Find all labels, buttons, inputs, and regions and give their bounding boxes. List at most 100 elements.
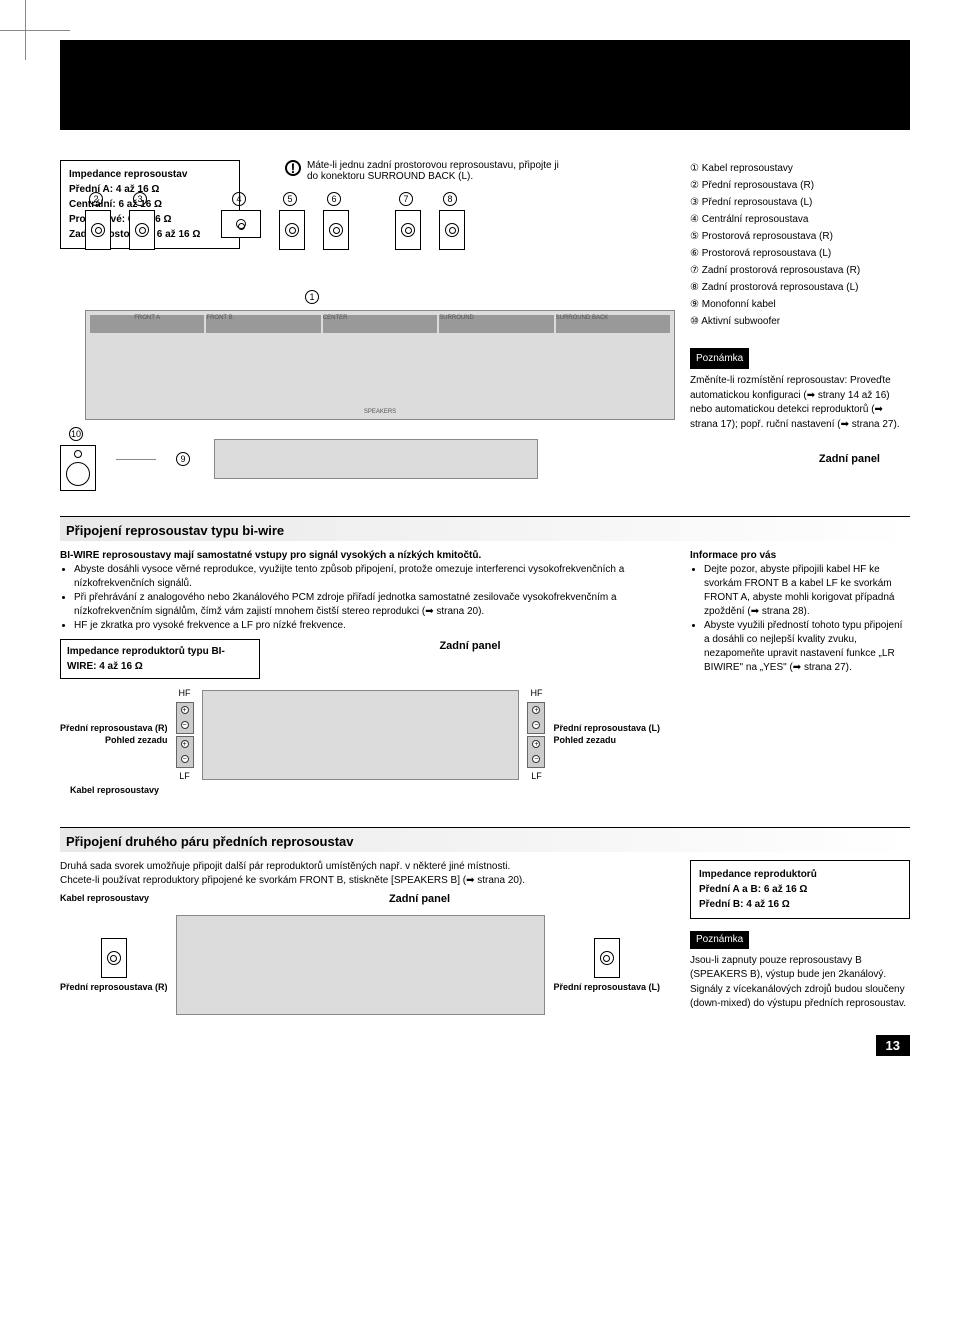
speaker-icon (85, 210, 111, 250)
info-title: Informace pro vás (690, 549, 910, 563)
circle-number: 6 (327, 192, 341, 206)
warning-row: ! Máte-li jednu zadní prostorovou repros… (265, 160, 675, 182)
biwire-impedance-box: Impedance reproduktorů typu BI-WIRE: 4 a… (60, 639, 260, 679)
biwire-section: Připojení reprosoustav typu bi-wire BI-W… (60, 516, 910, 797)
terminal-label: SURROUND (439, 315, 553, 333)
center-column: ! Máte-li jednu zadní prostorovou repros… (265, 160, 675, 432)
biwire-diagram: Přední reprosoustava (R) Pohled zezadu H… (60, 687, 660, 782)
speaker-icon (101, 938, 127, 978)
lf-label: LF (179, 770, 190, 783)
subwoofer-icon (60, 445, 96, 491)
zadni-panel-label: Zadní panel (439, 640, 500, 652)
speaker-slot: 7 (395, 192, 421, 250)
speaker-icon (323, 210, 349, 250)
warning-text: Máte-li jednu zadní prostorovou reprosou… (307, 160, 567, 182)
speaker-row: 2 3 4 5 6 (85, 192, 675, 250)
guide-line (0, 30, 70, 31)
poznamka-text: Jsou-li zapnuty pouze reprosoustavy B (S… (690, 954, 910, 1012)
circle-1-area: 1 (305, 290, 675, 304)
terminal-label: FRONT B (206, 315, 320, 333)
info-bullet: Dejte pozor, abyste připojili kabel HF k… (704, 563, 910, 619)
info-list: Dejte pozor, abyste připojili kabel HF k… (704, 563, 910, 675)
biwire-info: Informace pro vás Dejte pozor, abyste př… (690, 549, 910, 797)
biwire-columns: BI-WIRE reprosoustavy mají samostatné vs… (60, 549, 910, 797)
header-black-bar (60, 40, 910, 130)
zadni-panel-label: Zadní panel (819, 453, 880, 465)
kabel-label: Kabel reprosoustavy (70, 784, 660, 797)
impedance-title: Impedance reprosoustav (69, 167, 231, 182)
terminal-block: +− (527, 702, 545, 734)
rear-panel-diagram: FRONT A FRONT B CENTER SURROUND SURROUND… (85, 310, 675, 420)
legend-item: ④ Centrální reprosoustava (690, 211, 910, 228)
warning-icon: ! (285, 160, 301, 176)
circle-number: 3 (133, 192, 147, 206)
second-pair-intro: Druhá sada svorek umožňuje připojit dalš… (60, 860, 660, 888)
second-pair-impedance-box: Impedance reproduktorů Přední A a B: 6 a… (690, 860, 910, 919)
subwoofer-block: 10 (60, 427, 96, 491)
biwire-intro: BI-WIRE reprosoustavy mají samostatné vs… (60, 549, 660, 563)
terminal-block: +− (176, 702, 194, 734)
legend-item: ⑥ Prostorová reprosoustava (L) (690, 245, 910, 262)
circle-number: 4 (232, 192, 246, 206)
legend-item: ① Kabel reprosoustavy (690, 160, 910, 177)
subwoofer-row: 10 9 Zadní panel (60, 427, 910, 491)
bullet-item: Při přehrávání z analogového nebo 2kanál… (74, 591, 660, 619)
terminal-label: FRONT A (90, 315, 204, 333)
circle-number: 8 (443, 192, 457, 206)
section-header: Připojení reprosoustav typu bi-wire (60, 516, 910, 541)
terminal-label: SURROUND BACK (556, 315, 670, 333)
second-pair-section: Připojení druhého páru předních reprosou… (60, 827, 910, 1015)
lf-label: LF (531, 770, 542, 783)
speaker-slot: 5 (279, 192, 305, 250)
speaker-slot: 3 (129, 192, 155, 250)
speakers-label: SPEAKERS (86, 409, 674, 415)
legend-item: ③ Přední reprosoustava (L) (690, 194, 910, 211)
circle-number: 7 (399, 192, 413, 206)
second-pair-side: Impedance reproduktorů Přední A a B: 6 a… (690, 860, 910, 1015)
circle-number: 9 (176, 452, 190, 466)
hf-label: HF (179, 687, 191, 700)
warning-note: ! Máte-li jednu zadní prostorovou repros… (285, 160, 567, 182)
speaker-slot: 8 (439, 192, 465, 250)
terminal-label: CENTER (323, 315, 437, 333)
front-l-label: Přední reprosoustava (L) (553, 982, 660, 993)
page-number: 13 (876, 1035, 910, 1056)
legend-column: ① Kabel reprosoustavy ② Přední reprosous… (690, 160, 910, 432)
section-title: Připojení druhého páru předních reprosou… (60, 831, 910, 852)
guide-line (25, 0, 26, 60)
zadni-panel-label: Zadní panel (389, 893, 450, 905)
second-pair-panel-diagram (176, 915, 546, 1015)
panel-lower-strip (214, 439, 538, 479)
front-l-label: Přední reprosoustava (L) Pohled zezadu (553, 723, 660, 746)
page-root: Impedance reprosoustav Přední A: 4 až 16… (0, 0, 960, 1076)
second-pair-main: Druhá sada svorek umožňuje připojit dalš… (60, 860, 660, 1015)
legend-item: ⑨ Monofonní kabel (690, 296, 910, 313)
terminal-block: +− (527, 736, 545, 768)
speaker-icon (221, 210, 261, 238)
legend-item: ⑦ Zadní prostorová reprosoustava (R) (690, 262, 910, 279)
info-bullet: Abyste využili předností tohoto typu při… (704, 619, 910, 675)
legend-item: ⑩ Aktivní subwoofer (690, 313, 910, 330)
poznamka-tag: Poznámka (690, 931, 749, 949)
section-header: Připojení druhého páru předních reprosou… (60, 827, 910, 852)
second-pair-columns: Druhá sada svorek umožňuje připojit dalš… (60, 860, 910, 1015)
speaker-icon (279, 210, 305, 250)
cable-area (265, 250, 675, 290)
terminal-block: +− (176, 736, 194, 768)
second-pair-diagram: Přední reprosoustava (R) Přední reprosou… (60, 915, 660, 1015)
circle-number: 5 (283, 192, 297, 206)
speaker-icon (594, 938, 620, 978)
biwire-bullets: Abyste dosáhli vysoce věrné reprodukce, … (74, 563, 660, 633)
legend-item: ② Přední reprosoustava (R) (690, 177, 910, 194)
legend-item: ⑧ Zadní prostorová reprosoustava (L) (690, 279, 910, 296)
bullet-item: Abyste dosáhli vysoce věrné reprodukce, … (74, 563, 660, 591)
kabel-label: Kabel reprosoustavy (60, 892, 149, 907)
poznamka-text: Změníte-li rozmístění reprosoustav: Prov… (690, 374, 910, 432)
section-title: Připojení reprosoustav typu bi-wire (60, 520, 910, 541)
circle-number: 10 (69, 427, 83, 441)
circle-number: 1 (305, 290, 319, 304)
speaker-icon (439, 210, 465, 250)
hf-label: HF (530, 687, 542, 700)
front-r-label: Přední reprosoustava (R) (60, 982, 168, 993)
poznamka-block: Poznámka Změníte-li rozmístění reprosous… (690, 348, 910, 432)
